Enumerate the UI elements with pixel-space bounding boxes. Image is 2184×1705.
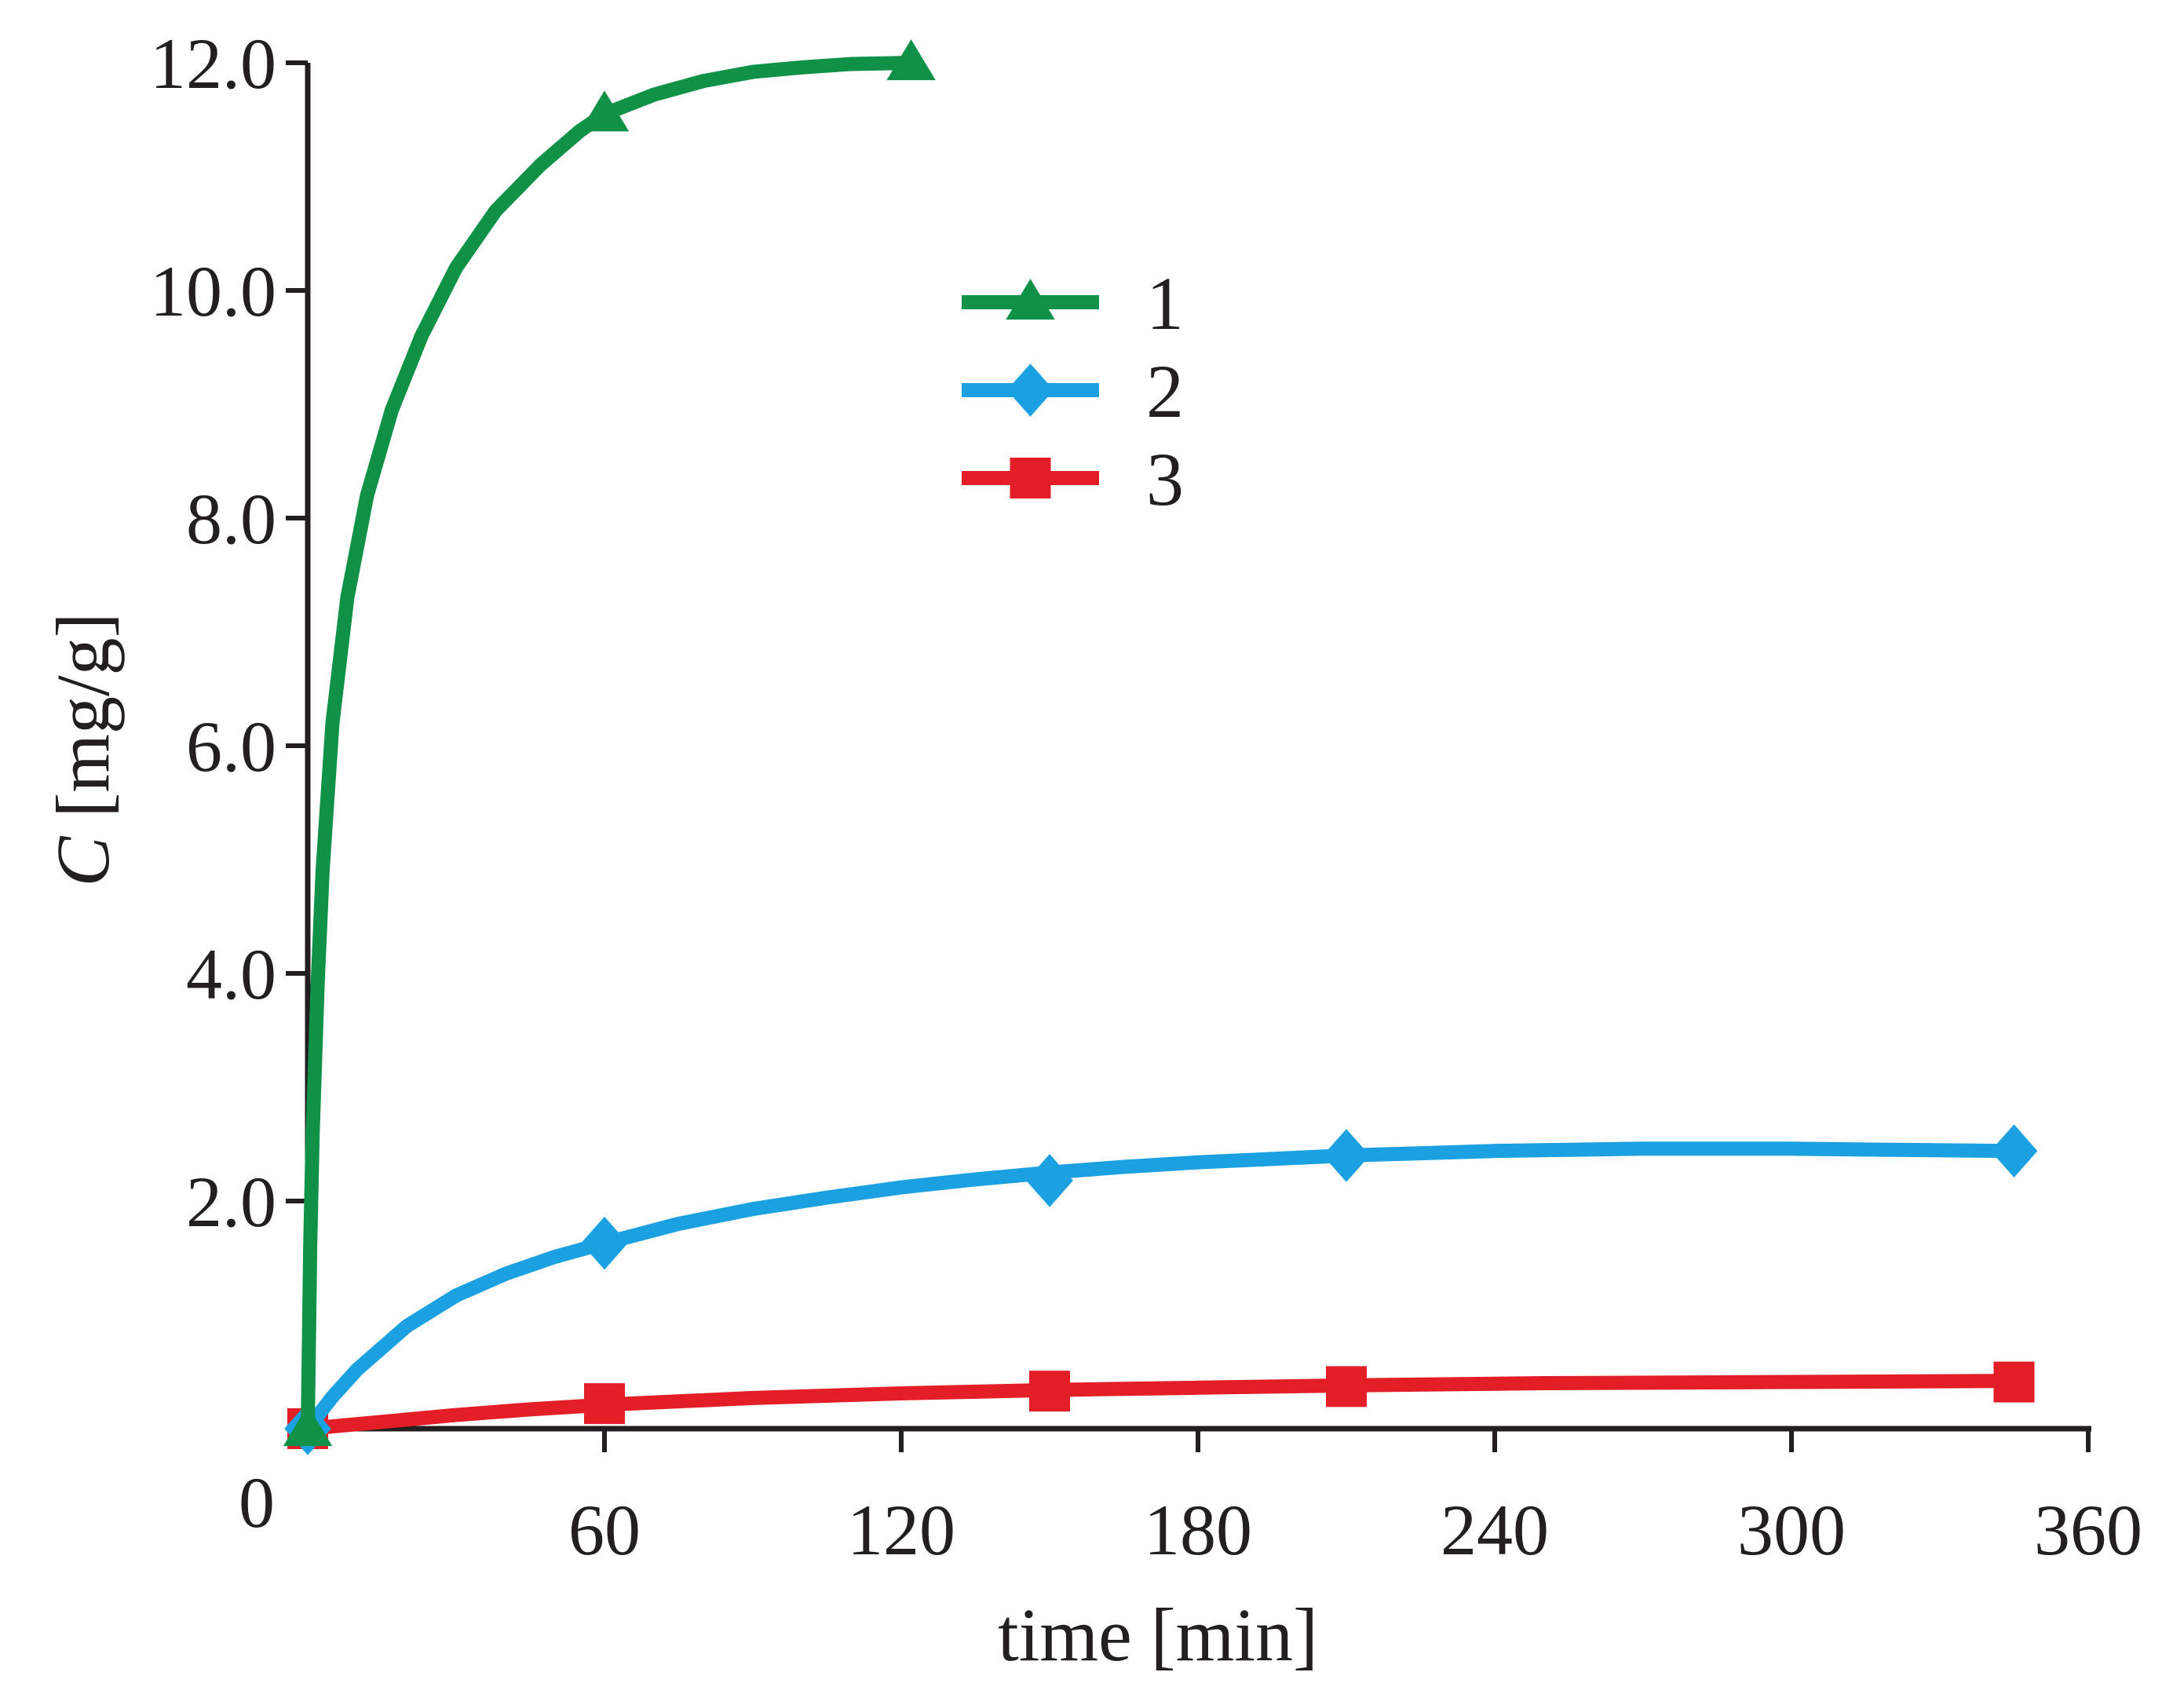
legend-item-3: 3 — [962, 437, 1184, 521]
axes: 2.0 4.0 6.0 8.0 10.0 12.0 0 60 120 180 240 300 360 — [150, 24, 2142, 1570]
legend-label: 2 — [1146, 349, 1184, 433]
legend-swatch-marker — [1010, 458, 1051, 498]
series-3-point — [1326, 1366, 1367, 1407]
y-tick-label: 6.0 — [186, 706, 276, 787]
legend-label: 1 — [1146, 261, 1184, 345]
series-1-point — [579, 90, 630, 132]
x-tick-label: 180 — [1144, 1490, 1252, 1570]
series-1 — [283, 39, 936, 1447]
y-tick-label: 2.0 — [186, 1162, 276, 1242]
legend-swatch-marker — [1006, 279, 1055, 320]
y-axis-title: C [mg/g] — [41, 612, 125, 886]
x-tick-label: 60 — [568, 1490, 641, 1570]
series-layer — [283, 39, 2038, 1455]
series-2-point — [581, 1216, 628, 1270]
x-tick-label: 360 — [2034, 1490, 2142, 1570]
legend-item-2: 2 — [962, 349, 1184, 433]
series-2-line — [301, 1141, 2021, 1436]
series-1-line — [301, 56, 919, 1436]
y-tick-label: 12.0 — [150, 24, 276, 104]
legend-swatch-marker — [1006, 363, 1054, 417]
y-tick-label: 10.0 — [150, 251, 276, 331]
x-tick-label: 120 — [847, 1490, 955, 1570]
series-2 — [284, 1124, 2038, 1455]
series-3-point — [584, 1383, 625, 1425]
x-tick-label: 300 — [1737, 1490, 1846, 1570]
y-axis-title-symbol: C — [41, 836, 125, 887]
series-2-point — [1990, 1124, 2038, 1177]
y-tick-label: 4.0 — [186, 934, 276, 1014]
x-tick-label: 0 — [239, 1462, 275, 1543]
series-1-point — [886, 39, 936, 81]
series-2-point — [1026, 1154, 1073, 1207]
legend-label: 3 — [1146, 437, 1184, 521]
x-ticks: 0 60 120 180 240 300 360 — [239, 1429, 2142, 1570]
y-tick-label: 8.0 — [186, 479, 276, 559]
series-3-point — [1029, 1371, 1070, 1412]
x-axis-title: time [min] — [998, 1593, 1318, 1677]
x-tick-label: 240 — [1441, 1490, 1549, 1570]
legend: 123 — [962, 261, 1184, 521]
legend-item-1: 1 — [962, 261, 1184, 345]
y-ticks: 2.0 4.0 6.0 8.0 10.0 12.0 — [150, 24, 308, 1242]
series-3-point — [1993, 1361, 2035, 1403]
series-1-point — [283, 1405, 333, 1447]
series-2-point — [1323, 1129, 1370, 1182]
series-3-line — [301, 1374, 2021, 1436]
y-axis-title-unit: [mg/g] — [41, 612, 125, 836]
series-3 — [287, 1361, 2035, 1449]
